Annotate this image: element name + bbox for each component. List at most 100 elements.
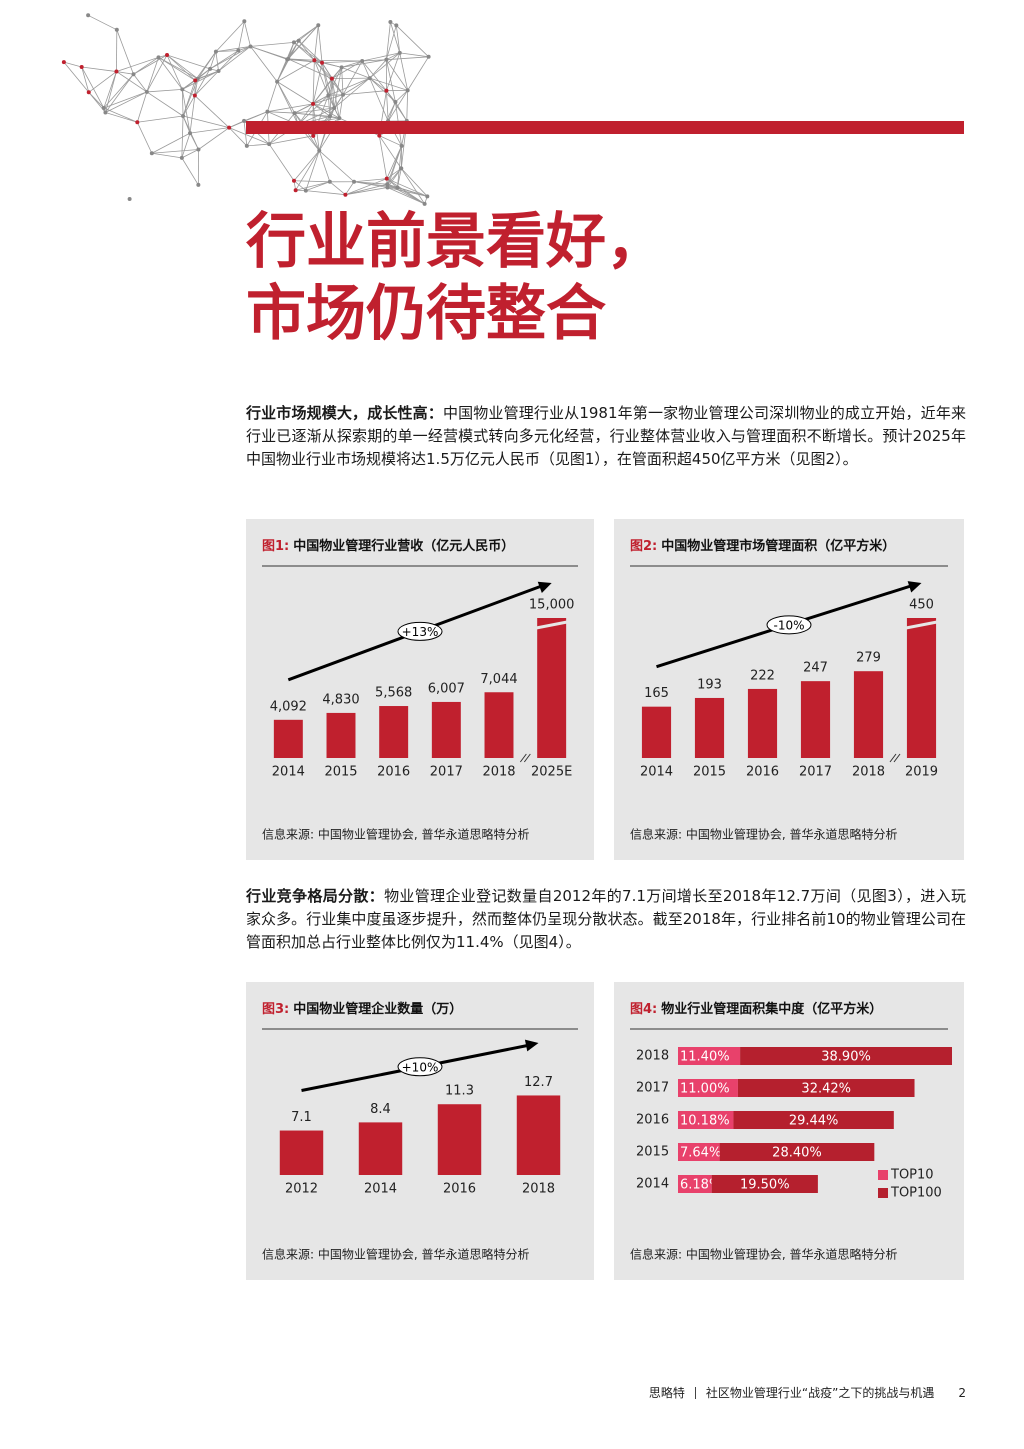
network-node [114, 69, 119, 74]
network-edge [314, 59, 363, 62]
chart-title: 物业行业管理面积集中度（亿平方米） [661, 1001, 882, 1017]
title-line: 行业前景看好， [246, 207, 666, 277]
network-node [397, 50, 402, 55]
network-edge [215, 51, 219, 72]
network-edge [387, 101, 396, 122]
network-edge [331, 78, 344, 95]
network-node [360, 58, 365, 63]
network-edge [137, 115, 184, 123]
category-label: 2014 [272, 765, 305, 780]
bar [537, 618, 567, 758]
network-edge [369, 77, 389, 122]
annotation-bubble [397, 621, 443, 641]
network-edge [362, 52, 400, 62]
chart-source: 信息来源: 中国物业管理协会, 普华永道思略特分析 [262, 827, 530, 842]
figure-label: 图1: [262, 539, 289, 554]
network-edge [243, 111, 268, 122]
network-edge [250, 46, 289, 60]
network-edge [312, 103, 331, 117]
chart-panel [614, 982, 964, 1280]
category-label: 2018 [522, 1182, 555, 1197]
network-edge [387, 187, 425, 205]
category-label: 2014 [640, 765, 673, 780]
chart-title: 中国物业管理市场管理面积（亿平方米） [661, 538, 895, 554]
bar [431, 701, 461, 758]
value-label: 32.42% [801, 1082, 851, 1097]
network-edge [116, 71, 148, 93]
network-edge [331, 78, 335, 109]
network-node [275, 79, 280, 84]
category-label: 2025E [531, 765, 572, 780]
category-label: 2017 [430, 765, 463, 780]
network-edge [267, 81, 278, 112]
network-node [317, 148, 322, 153]
network-edge [327, 67, 342, 96]
bar-segment [678, 1079, 738, 1097]
paragraph-lead: 行业竞争格局分散： [246, 887, 385, 905]
network-node [339, 65, 344, 70]
network-node [425, 194, 430, 199]
network-edge [345, 178, 387, 196]
network-node [242, 19, 247, 24]
network-node [352, 179, 357, 184]
network-edge [298, 40, 323, 64]
network-edge [103, 71, 117, 109]
network-edge [369, 59, 387, 79]
network-edge [321, 62, 329, 96]
network-edge [312, 62, 323, 104]
paragraph-text: 物业管理企业登记数量自2012年的7.1万间增长至2018年12.7万间（见图3… [246, 887, 966, 951]
network-node [399, 166, 404, 171]
network-edge [328, 94, 344, 96]
bar [694, 697, 725, 758]
network-edge [333, 94, 344, 109]
bar-segment [678, 1175, 712, 1193]
network-edge [406, 90, 409, 121]
network-node [291, 178, 296, 183]
value-label: 10.18% [680, 1114, 730, 1129]
network-node [149, 151, 154, 156]
network-edge [105, 91, 148, 113]
network-edge [312, 103, 335, 109]
bar [358, 1122, 403, 1175]
network-edge [105, 112, 138, 123]
network-edge [209, 46, 251, 70]
network-edge [81, 66, 90, 93]
network-edge [386, 145, 402, 179]
network-node [265, 109, 270, 114]
figure-label: 图3: [262, 1002, 289, 1017]
bar [641, 706, 672, 758]
network-node [242, 118, 247, 123]
category-label: 2016 [746, 765, 779, 780]
network-edge [181, 157, 199, 186]
network-edge [387, 90, 408, 122]
category-label: 2015 [693, 765, 726, 780]
network-edge [399, 52, 429, 58]
network-edge [146, 88, 183, 93]
network-edge [342, 60, 363, 95]
chart-heading: 图1: 中国物业管理行业营收（亿元人民币） [262, 538, 514, 554]
network-node [188, 131, 193, 136]
bar [326, 712, 356, 758]
legend-swatch [878, 1188, 888, 1198]
annotation-bubble [397, 1057, 443, 1077]
break-mark [893, 753, 901, 763]
network-node [326, 93, 331, 98]
page-number: 2 [958, 1385, 966, 1400]
network-edge [194, 70, 219, 96]
network-node [193, 78, 198, 83]
network-edge [103, 91, 147, 109]
bar-segment [678, 1111, 734, 1129]
header-bar [246, 121, 964, 134]
network-edge [276, 59, 315, 82]
value-label: 28.40% [772, 1146, 822, 1161]
network-edge [166, 54, 183, 90]
chart-panel [614, 519, 964, 860]
network-edge [88, 71, 117, 93]
network-edge [378, 135, 388, 179]
network-edge [333, 77, 371, 109]
arrow-head [907, 581, 922, 593]
bar-segment [711, 1175, 818, 1193]
network-edge [194, 68, 211, 96]
